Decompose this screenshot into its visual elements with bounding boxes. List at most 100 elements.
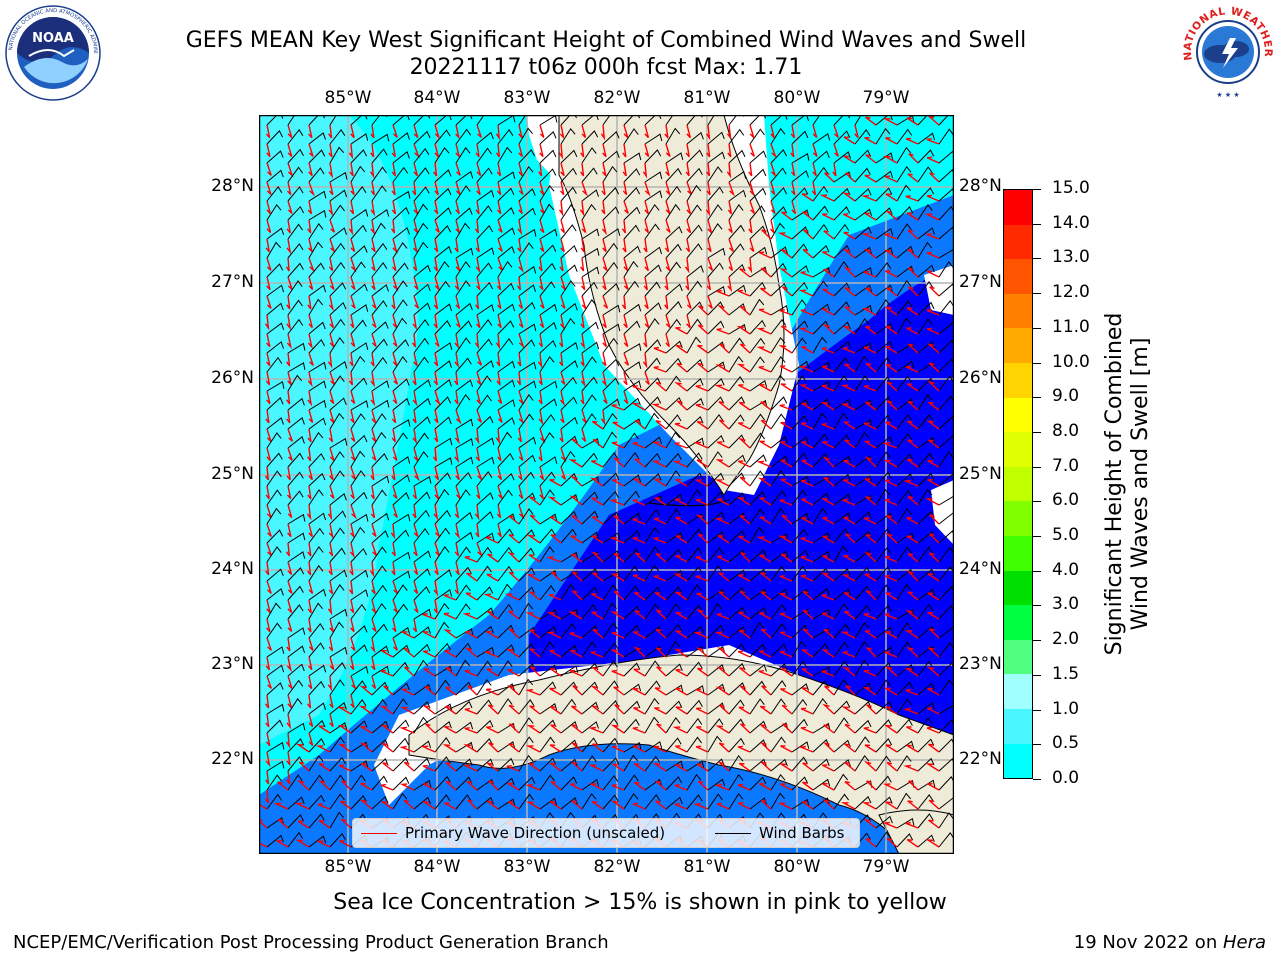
wave-direction-arrow (273, 802, 289, 810)
wave-direction-arrow (507, 782, 520, 791)
wind-barb (686, 717, 703, 734)
wind-barb (602, 602, 617, 620)
wave-direction-arrow (925, 839, 940, 848)
wave-direction-arrow (329, 333, 335, 347)
wave-direction-arrow (591, 535, 604, 544)
wind-barb (371, 475, 390, 487)
wind-barb (749, 319, 766, 335)
colorbar-title: Significant Height of Combined Wind Wave… (1102, 313, 1154, 656)
wind-barb (434, 187, 452, 202)
wind-barb (896, 317, 912, 335)
wind-barb (749, 776, 767, 791)
wind-barb (707, 793, 723, 810)
wave-direction-arrow (550, 724, 562, 734)
wave-direction-arrow (716, 289, 730, 297)
wave-direction-arrow (434, 466, 440, 481)
wave-direction-arrow (421, 801, 436, 810)
wave-direction-arrow (611, 441, 625, 449)
wave-direction-arrow (259, 840, 268, 848)
wave-direction-arrow (759, 440, 772, 449)
wind-barb (329, 701, 347, 715)
wave-direction-arrow (285, 542, 290, 557)
wind-barb (665, 663, 683, 677)
wave-direction-arrow (526, 724, 541, 734)
wave-direction-arrow (462, 612, 478, 620)
wind-barb (539, 757, 557, 772)
wave-direction-arrow (497, 314, 502, 329)
wind-barb (812, 150, 830, 164)
wind-barb (854, 129, 871, 145)
wind-barb (518, 529, 536, 544)
wave-direction-arrow (265, 409, 270, 424)
colorbar-tick-mark (1033, 744, 1041, 746)
wave-direction-arrow (844, 306, 856, 316)
wave-direction-arrow (590, 651, 604, 658)
wave-direction-arrow (517, 428, 522, 443)
wind-barb (329, 774, 345, 791)
wave-direction-arrow (287, 523, 292, 538)
wind-barb (686, 699, 703, 715)
wave-direction-arrow (759, 783, 772, 791)
wave-direction-arrow (779, 575, 793, 582)
wave-direction-arrow (286, 637, 291, 652)
wind-barb (896, 508, 912, 525)
wave-direction-arrow (433, 162, 438, 177)
wave-direction-arrow (538, 257, 543, 272)
wave-direction-arrow (845, 685, 856, 696)
wave-direction-arrow (413, 599, 419, 613)
wave-direction-arrow (601, 352, 607, 367)
wind-barb (644, 527, 660, 544)
wind-barb (707, 565, 723, 582)
wind-barb (308, 321, 326, 335)
wind-barb (581, 341, 600, 354)
wind-barb (854, 419, 873, 430)
wind-barb (833, 130, 851, 145)
wave-direction-arrow (800, 726, 814, 734)
wind-barb (812, 643, 830, 658)
wind-barb (392, 317, 408, 335)
wave-direction-arrow (546, 612, 562, 620)
wave-direction-arrow (685, 143, 690, 158)
wave-direction-arrow (715, 364, 730, 373)
wave-direction-arrow (633, 707, 646, 715)
wave-direction-arrow (623, 352, 630, 366)
wave-direction-arrow (653, 780, 667, 791)
wave-direction-arrow (736, 497, 751, 506)
wave-direction-arrow (632, 574, 646, 582)
wave-direction-arrow (327, 352, 333, 369)
wind-barb (518, 626, 537, 639)
wind-barb (539, 625, 557, 639)
wave-direction-arrow (903, 764, 919, 772)
wave-direction-arrow (399, 726, 415, 734)
wave-direction-swatch (361, 832, 397, 834)
wind-barb (770, 565, 787, 582)
wind-barb (854, 284, 873, 297)
wave-direction-arrow (759, 612, 772, 620)
wave-direction-arrow (782, 286, 793, 297)
wind-barb (287, 397, 305, 411)
wave-direction-arrow (433, 257, 438, 272)
wind-barb (875, 435, 893, 449)
wind-barb (497, 757, 515, 772)
wind-barb (791, 281, 809, 297)
wind-barb (770, 507, 786, 525)
wave-direction-arrow (486, 668, 499, 677)
wind-barb (791, 436, 809, 449)
wave-direction-arrow (780, 667, 793, 677)
chart-title: GEFS MEAN Key West Significant Height of… (185, 28, 1027, 53)
wave-direction-arrow (266, 257, 272, 271)
wave-direction-arrow (434, 390, 441, 406)
wind-barb (308, 702, 327, 715)
wind-barb (308, 132, 326, 145)
wind-barb (266, 470, 282, 487)
wave-direction-arrow (886, 761, 898, 772)
wind-barb (896, 432, 913, 449)
wind-barb (308, 664, 327, 677)
wave-direction-arrow (266, 295, 272, 309)
wind-barb (896, 489, 913, 506)
wave-direction-arrow (643, 238, 648, 253)
wind-barb (749, 698, 765, 715)
wave-direction-arrow (412, 504, 417, 519)
wave-direction-arrow (739, 667, 751, 677)
lon-label-bottom: 80°W (773, 857, 821, 877)
